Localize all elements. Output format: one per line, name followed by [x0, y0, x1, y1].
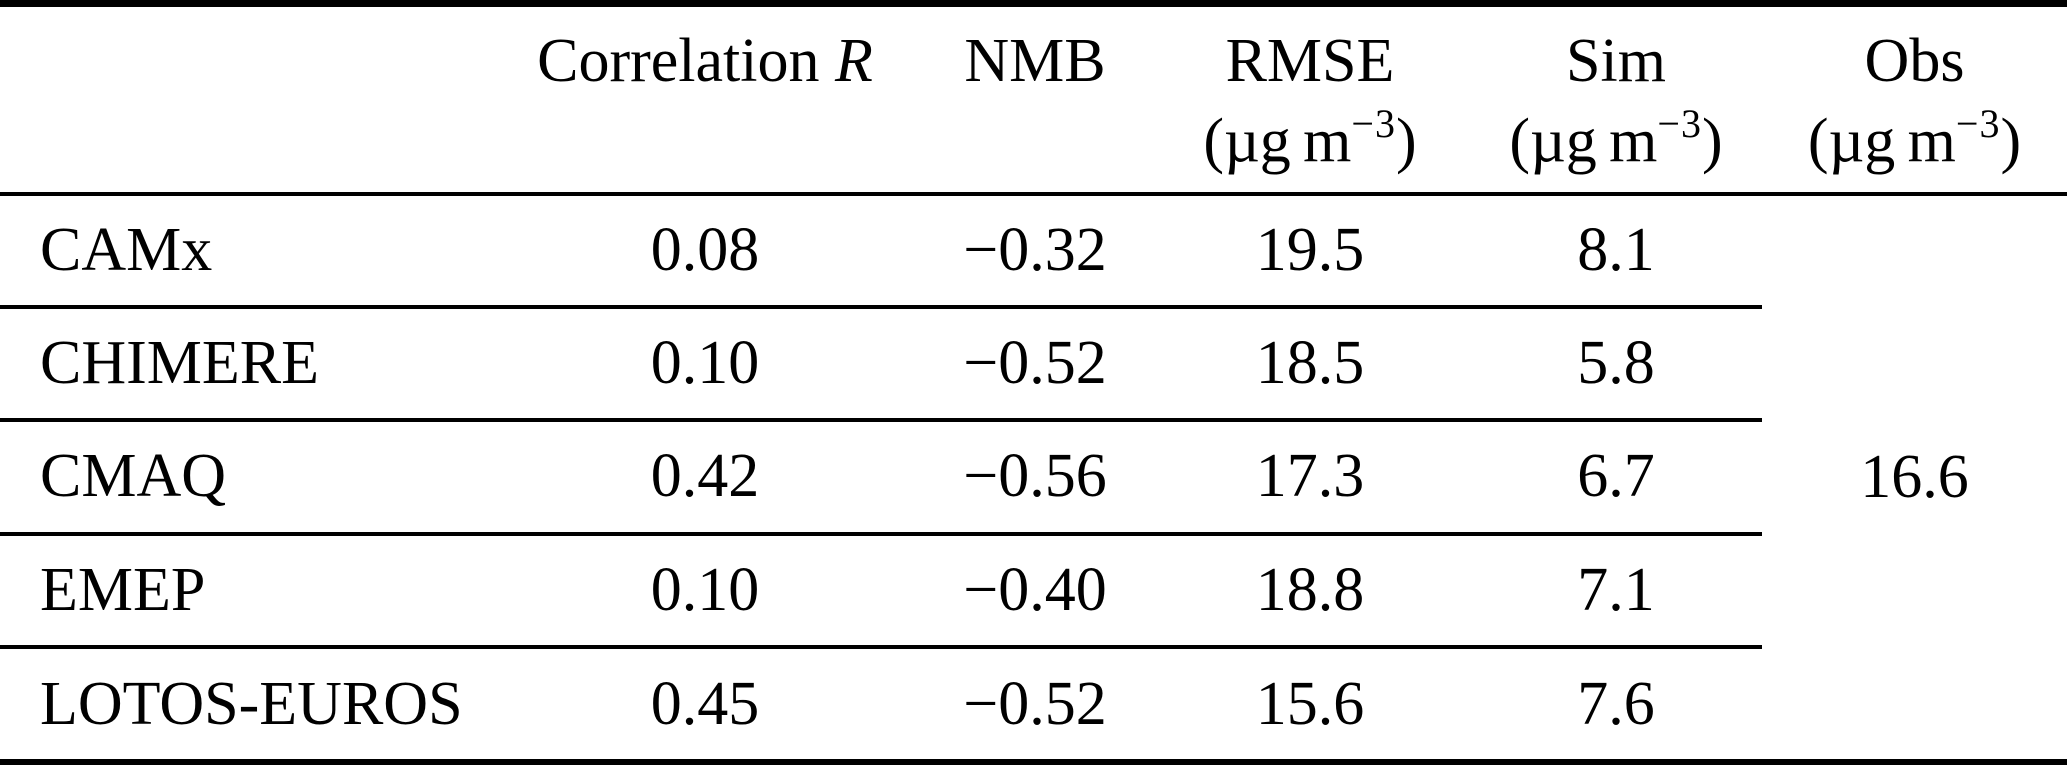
header-rmse-unit: (µg m−3): [1150, 101, 1470, 181]
table-row-emep: EMEP 0.10 −0.40 18.8 7.1: [0, 533, 2067, 650]
header-rmse-label: RMSE: [1225, 27, 1395, 95]
unit-prefix: (µg m: [1203, 107, 1352, 175]
header-sim-label: Sim: [1566, 27, 1666, 95]
model-name-cell: EMEP: [0, 533, 490, 650]
table-row-chimere: CHIMERE 0.10 −0.52 18.5 5.8: [0, 306, 2067, 423]
correlation-symbol: R: [835, 27, 873, 95]
model-name-cell: CHIMERE: [0, 306, 490, 423]
nmb-value: −0.40: [920, 533, 1150, 650]
header-model-blank: [0, 3, 490, 196]
header-rmse: RMSE (µg m−3): [1150, 3, 1470, 196]
sim-value: 8.1: [1470, 193, 1762, 309]
correlation-value: 0.10: [490, 533, 920, 650]
header-nmb-label: NMB: [964, 27, 1106, 95]
unit-exponent: −3: [1351, 101, 1396, 146]
correlation-value: 0.08: [490, 193, 920, 309]
unit-suffix: ): [2000, 107, 2022, 175]
header-sim: Sim (µg m−3): [1470, 3, 1762, 196]
unit-suffix: ): [1395, 107, 1417, 175]
unit-prefix: (µg m: [1807, 107, 1956, 175]
model-name-cell: CAMx: [0, 193, 490, 309]
sim-value: 7.1: [1470, 533, 1762, 650]
rmse-value: 18.8: [1150, 533, 1470, 650]
rmse-value: 18.5: [1150, 306, 1470, 423]
nmb-value: −0.52: [920, 306, 1150, 423]
correlation-value: 0.10: [490, 306, 920, 423]
unit-suffix: ): [1701, 107, 1723, 175]
header-correlation-r: Correlation R: [490, 3, 920, 196]
header-nmb: NMB: [920, 3, 1150, 196]
nmb-value: −0.56: [920, 420, 1150, 536]
model-name-cell: CMAQ: [0, 420, 490, 536]
obs-merged-value: 16.6: [1860, 442, 1969, 511]
model-name-cell: LOTOS-EUROS: [40, 669, 463, 738]
header-row: Correlation R NMB RMSE (µg m−3) Sim (µg …: [0, 3, 2067, 196]
correlation-value: 0.42: [490, 420, 920, 536]
sim-value: 7.6: [1577, 669, 1655, 738]
sim-value: 5.8: [1470, 306, 1762, 423]
unit-prefix: (µg m: [1509, 107, 1658, 175]
header-obs: Obs (µg m−3): [1762, 3, 2067, 196]
rmse-value: 15.6: [1255, 669, 1365, 738]
nmb-value: −0.52: [963, 669, 1107, 738]
unit-exponent: −3: [1955, 101, 2001, 146]
table-row-cmaq: CMAQ 0.42 −0.56 17.3 6.7: [0, 420, 2067, 536]
correlation-value: 0.45: [650, 669, 760, 738]
rmse-value: 19.5: [1150, 193, 1470, 309]
table-row-lotos-euros: LOTOS-EUROS 0.45 −0.52 15.6 7.6: [0, 647, 2067, 762]
header-sim-unit: (µg m−3): [1470, 101, 1762, 181]
header-correlation-line: Correlation R: [490, 21, 920, 101]
rmse-value: 17.3: [1150, 420, 1470, 536]
table-row-camx: CAMx 0.08 −0.32 19.5 8.1 16.6: [0, 193, 2067, 511]
nmb-value: −0.32: [920, 193, 1150, 309]
header-obs-label: Obs: [1864, 27, 1965, 95]
sim-value: 6.7: [1470, 420, 1762, 536]
header-correlation-label: Correlation: [537, 27, 820, 95]
header-obs-unit: (µg m−3): [1762, 101, 2067, 181]
unit-exponent: −3: [1657, 101, 1702, 146]
